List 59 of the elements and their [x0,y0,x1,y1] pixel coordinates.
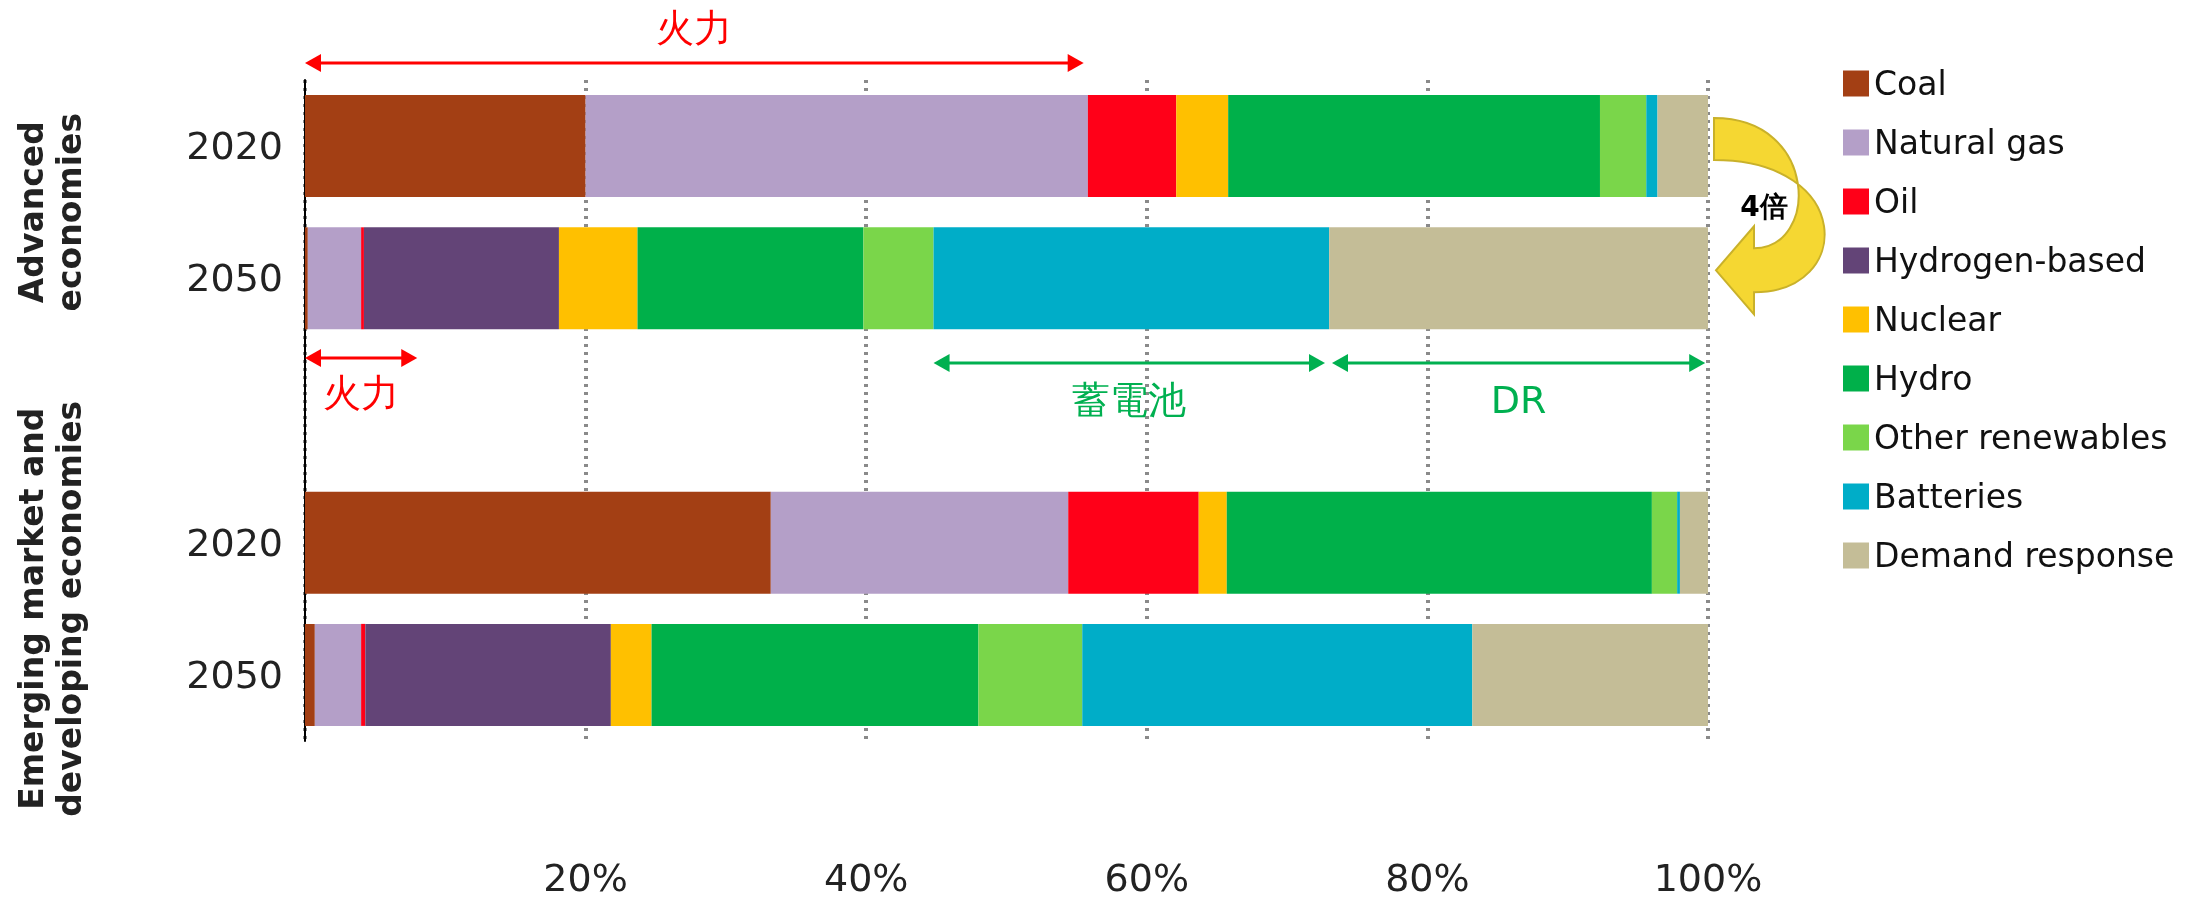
legend-label: Demand response [1874,536,2175,575]
bar [365,623,611,726]
bar [558,227,638,330]
bar [863,227,934,330]
bar [933,227,1330,330]
bar [978,623,1083,726]
text: Emerging market and developing economies [12,400,90,817]
annotation: DR [1490,377,1547,422]
bar [1082,623,1473,726]
bar [305,491,771,594]
bar [610,623,652,726]
bar [637,227,864,330]
bar [1329,227,1708,330]
x-tick-label: 100% [1653,856,1763,897]
bar [305,227,308,330]
bar [361,227,364,330]
text: Advanced economies [12,112,90,312]
x-tick-label: 40% [823,856,909,897]
legend-label: Hydro [1874,359,1973,398]
bar [1646,95,1658,198]
bar [314,623,362,726]
bar [1198,491,1227,594]
bar [1679,491,1708,594]
y-tick-label: 2020 [186,520,283,565]
bar [305,95,586,198]
annotation: 蓄電池 [1072,377,1187,422]
bar [1651,491,1678,594]
x-tick-label: 60% [1104,856,1190,897]
legend-label: Nuclear [1874,300,2002,339]
legend-label: Coal [1874,64,1947,103]
bar [1657,95,1708,198]
bar [770,491,1069,594]
bar [307,227,362,330]
y-tick-label: 2050 [186,652,283,697]
legend-label: Natural gas [1874,123,2065,162]
bar [1677,491,1680,594]
y-tick-label: 2050 [186,256,283,301]
bar [585,95,1088,198]
bar [361,623,366,726]
bar [1599,95,1647,198]
bar [1226,491,1652,594]
bar [305,623,315,726]
legend-label: Hydrogen-based [1874,241,2147,280]
bar [1472,623,1708,726]
legend-label: Oil [1874,182,1919,221]
text: 火力 [656,5,733,50]
bar [1228,95,1600,198]
y-tick-label: 2020 [186,124,283,169]
legend-label: Other renewables [1874,418,2168,457]
bar [651,623,979,726]
bar [1176,95,1229,198]
legend-label: Batteries [1874,477,2024,516]
bar [363,227,559,330]
bar [1068,491,1199,594]
text: 4倍 [1740,190,1788,224]
x-tick-label: 20% [543,856,628,897]
annotation: 火力 [323,370,400,415]
x-tick-label: 80% [1385,856,1470,897]
bar [1087,95,1177,198]
